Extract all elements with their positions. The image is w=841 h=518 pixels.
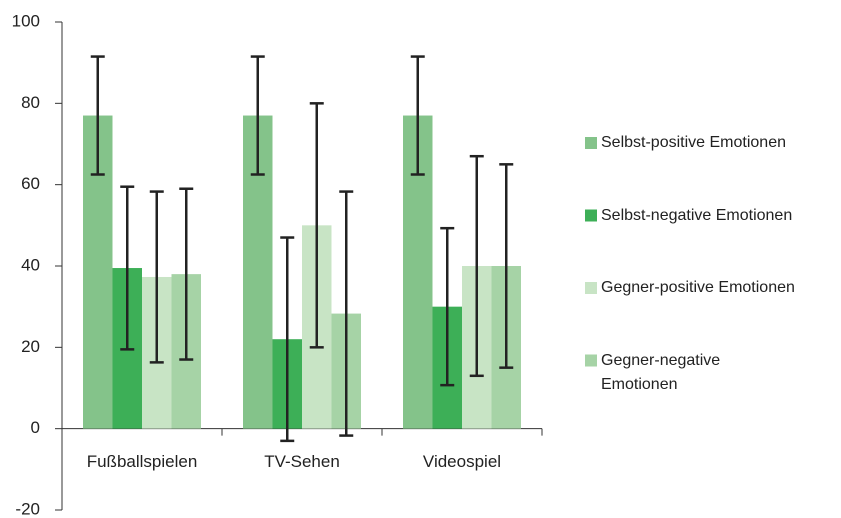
legend-swatch [585, 137, 597, 149]
y-tick-label: 80 [21, 93, 40, 112]
y-tick-label: 60 [21, 174, 40, 193]
legend-label: Selbst-negative Emotionen [601, 206, 793, 224]
error-bar [179, 187, 194, 361]
error-bar [469, 154, 484, 378]
error-bar [250, 55, 265, 176]
legend-label: Gegner-negative Emotionen [601, 351, 721, 393]
error-bar [280, 236, 295, 443]
legend-label: Selbst-positive Emotionen [601, 134, 786, 151]
y-tick-label: 100 [12, 11, 40, 30]
x-tick-label: Videospiel [423, 452, 501, 471]
error-bar [309, 102, 324, 349]
error-bar [149, 190, 164, 364]
error-bar [410, 55, 425, 176]
x-tick-label: TV-Sehen [264, 452, 340, 471]
x-tick-label: Fußballspielen [87, 452, 198, 471]
y-tick-label: 0 [31, 418, 40, 437]
error-bar [339, 190, 354, 437]
legend-label: Gegner-positive Emotionen [601, 279, 795, 296]
error-bar [499, 163, 514, 369]
error-bar [440, 226, 455, 387]
legend-swatch [585, 354, 597, 367]
y-tick-label: 40 [21, 255, 40, 274]
y-tick-label: -20 [15, 499, 40, 518]
error-bar [90, 55, 105, 176]
legend-swatch [585, 282, 597, 294]
y-tick-label: 20 [21, 337, 40, 356]
error-bar [120, 185, 135, 351]
legend-swatch [585, 209, 597, 222]
